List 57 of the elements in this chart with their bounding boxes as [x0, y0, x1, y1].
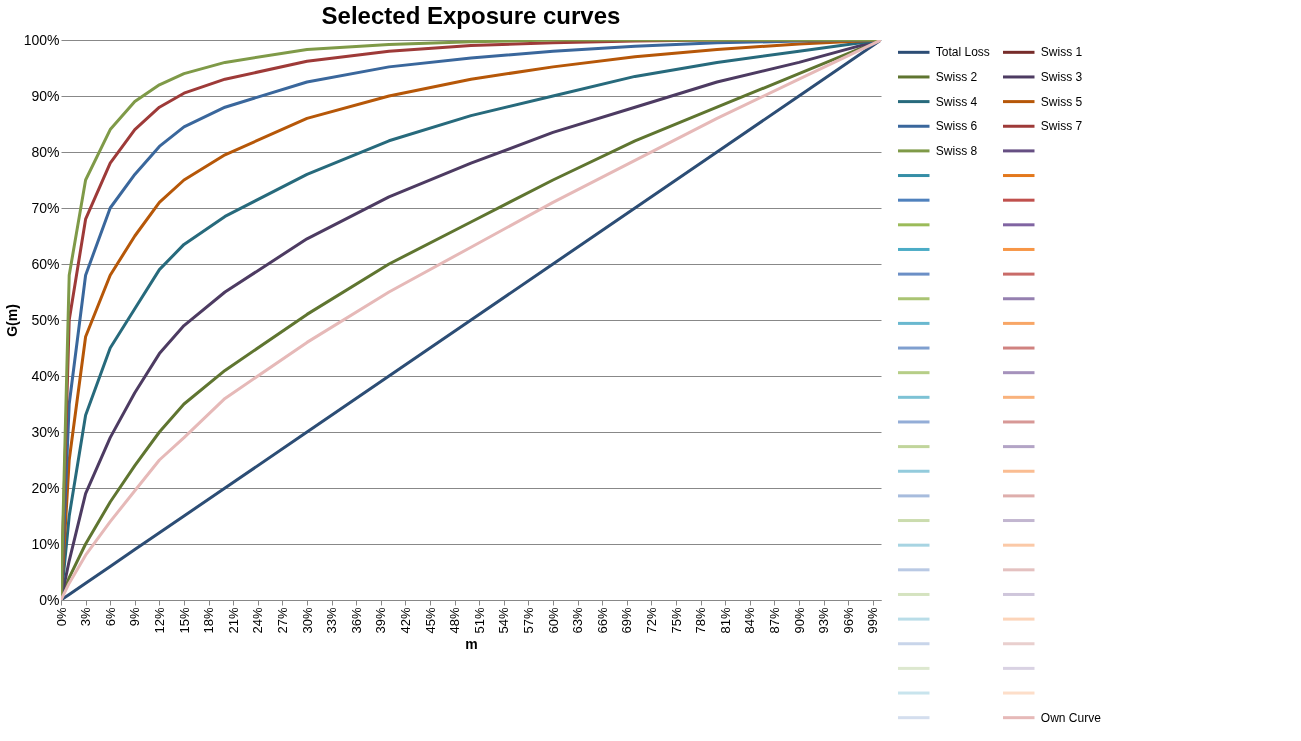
- x-tick-label: 45%: [422, 607, 438, 634]
- x-tick-label: 12%: [151, 607, 167, 634]
- x-tick-label: 60%: [545, 607, 561, 634]
- x-tick-label: 33%: [324, 607, 340, 634]
- x-tick-label: 57%: [520, 607, 536, 634]
- y-tick-label: 20%: [31, 479, 60, 496]
- y-tick-label: 40%: [31, 367, 60, 384]
- y-tick-label: 50%: [31, 311, 60, 328]
- legend-label: Total Loss: [935, 45, 990, 60]
- x-tick-label: 15%: [176, 607, 192, 634]
- legend-label: Swiss 7: [1040, 119, 1083, 134]
- chart-title: Selected Exposure curves: [321, 2, 621, 29]
- x-tick-label: 66%: [594, 607, 610, 634]
- x-tick-label: 75%: [668, 607, 684, 634]
- x-tick-label: 48%: [447, 607, 463, 634]
- x-axis-title: m: [465, 635, 478, 652]
- x-tick-label: 93%: [816, 607, 832, 634]
- x-tick-label: 30%: [299, 607, 315, 634]
- legend-label: Swiss 6: [935, 119, 978, 134]
- x-tick-label: 9%: [127, 607, 143, 627]
- y-tick-label: 0%: [39, 591, 60, 608]
- x-tick-label: 90%: [791, 607, 807, 634]
- x-tick-label: 36%: [348, 607, 364, 634]
- x-tick-label: 81%: [717, 607, 733, 634]
- y-tick-label: 90%: [31, 87, 60, 104]
- x-tick-label: 54%: [496, 607, 512, 634]
- y-tick-label: 30%: [31, 423, 60, 440]
- x-tick-label: 78%: [693, 607, 709, 634]
- x-tick-label: 96%: [840, 607, 856, 634]
- legend-label: Swiss 3: [1040, 69, 1083, 84]
- y-tick-label: 80%: [31, 143, 60, 160]
- x-tick-label: 18%: [201, 607, 217, 634]
- x-tick-label: 6%: [102, 607, 118, 627]
- y-tick-label: 100%: [23, 31, 60, 48]
- x-tick-label: 51%: [471, 607, 487, 634]
- legend-label: Swiss 4: [935, 94, 978, 109]
- y-axis-title: G(m): [3, 304, 20, 337]
- x-tick-label: 24%: [250, 607, 266, 634]
- x-tick-label: 69%: [619, 607, 635, 634]
- x-tick-label: 72%: [643, 607, 659, 634]
- x-tick-label: 27%: [274, 607, 290, 634]
- legend-label: Swiss 5: [1040, 94, 1083, 109]
- legend-label: Swiss 8: [935, 143, 978, 158]
- legend-label: Own Curve: [1040, 710, 1102, 725]
- x-tick-label: 84%: [742, 607, 758, 634]
- y-tick-label: 60%: [31, 255, 60, 272]
- legend-label: Swiss 2: [935, 69, 978, 84]
- x-tick-label: 39%: [373, 607, 389, 634]
- x-tick-label: 21%: [225, 607, 241, 634]
- x-tick-label: 3%: [78, 607, 94, 627]
- x-tick-label: 87%: [766, 607, 782, 634]
- x-tick-label: 99%: [865, 607, 881, 634]
- y-tick-label: 10%: [31, 535, 60, 552]
- x-tick-label: 63%: [570, 607, 586, 634]
- legend-label: Swiss 1: [1040, 45, 1083, 60]
- y-tick-label: 70%: [31, 199, 60, 216]
- x-tick-label: 42%: [397, 607, 413, 634]
